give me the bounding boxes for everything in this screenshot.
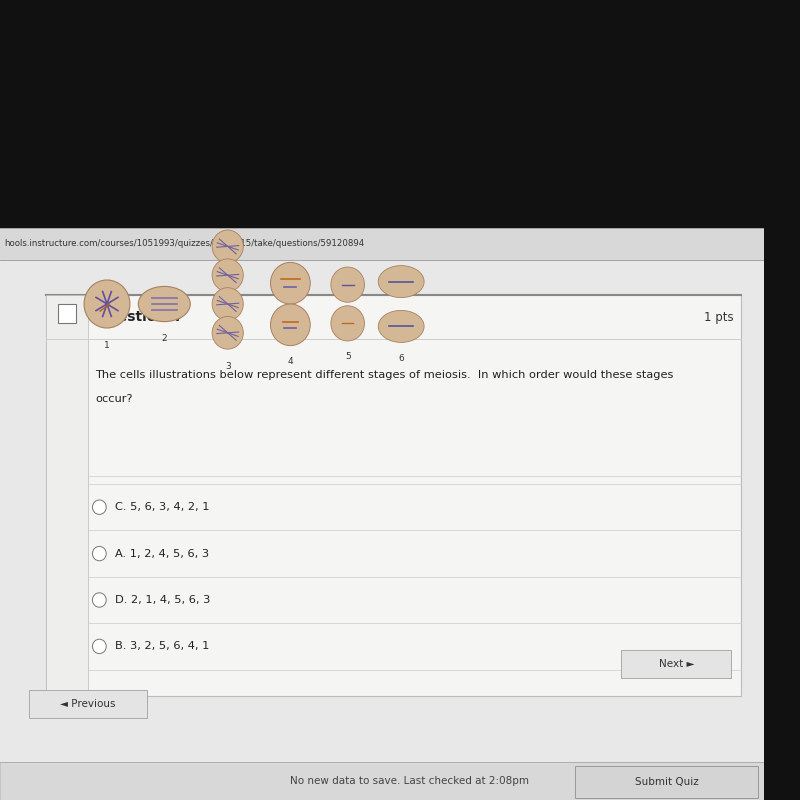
Circle shape [93, 639, 106, 654]
Text: 2: 2 [162, 334, 167, 343]
FancyBboxPatch shape [575, 766, 758, 798]
FancyBboxPatch shape [46, 295, 88, 696]
Circle shape [93, 500, 106, 514]
Text: occur?: occur? [95, 394, 133, 404]
Circle shape [331, 267, 365, 302]
Circle shape [270, 304, 310, 346]
FancyBboxPatch shape [46, 295, 742, 696]
Text: C. 5, 6, 3, 4, 2, 1: C. 5, 6, 3, 4, 2, 1 [114, 502, 209, 512]
Text: D. 2, 1, 4, 5, 6, 3: D. 2, 1, 4, 5, 6, 3 [114, 595, 210, 605]
Circle shape [84, 280, 130, 328]
Text: No new data to save. Last checked at 2:08pm: No new data to save. Last checked at 2:0… [290, 776, 530, 786]
Text: hools.instructure.com/courses/1051993/quizzes/5189715/take/questions/59120894: hools.instructure.com/courses/1051993/qu… [4, 239, 364, 249]
Text: 4: 4 [287, 357, 293, 366]
Circle shape [212, 288, 243, 320]
Text: Submit Quiz: Submit Quiz [635, 777, 698, 786]
Circle shape [212, 317, 243, 349]
Text: The cells illustrations below represent different stages of meiosis.  In which o: The cells illustrations below represent … [95, 370, 674, 380]
Circle shape [93, 546, 106, 561]
Ellipse shape [138, 286, 190, 322]
Circle shape [93, 593, 106, 607]
Ellipse shape [378, 310, 424, 342]
Text: Next ►: Next ► [658, 659, 694, 669]
Text: B. 3, 2, 5, 6, 4, 1: B. 3, 2, 5, 6, 4, 1 [114, 642, 209, 651]
Circle shape [331, 306, 365, 341]
FancyBboxPatch shape [0, 0, 764, 228]
Text: A. 1, 2, 4, 5, 6, 3: A. 1, 2, 4, 5, 6, 3 [114, 549, 209, 558]
FancyBboxPatch shape [622, 650, 731, 678]
Text: 3: 3 [225, 362, 230, 371]
Circle shape [212, 230, 243, 262]
FancyBboxPatch shape [0, 228, 764, 260]
Ellipse shape [378, 266, 424, 298]
Text: Question 4: Question 4 [95, 310, 180, 324]
FancyBboxPatch shape [29, 690, 146, 718]
FancyBboxPatch shape [0, 260, 764, 800]
Text: ◄ Previous: ◄ Previous [60, 699, 116, 709]
Circle shape [212, 259, 243, 291]
Text: 1: 1 [104, 341, 110, 350]
FancyBboxPatch shape [58, 304, 76, 323]
Text: 6: 6 [398, 354, 404, 362]
Text: 5: 5 [345, 352, 350, 361]
Circle shape [270, 262, 310, 304]
FancyBboxPatch shape [0, 762, 764, 800]
Text: 1 pts: 1 pts [704, 310, 734, 323]
